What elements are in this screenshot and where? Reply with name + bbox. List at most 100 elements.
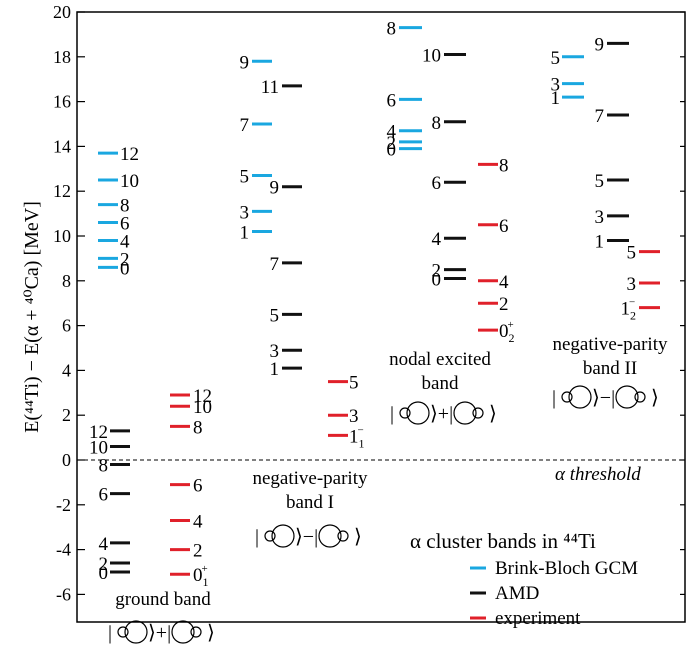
ket-bracket: | — [552, 387, 556, 409]
band-name: negative-parity — [252, 468, 368, 489]
spin-label: 10 — [89, 438, 108, 459]
band-name: negative-parity — [552, 334, 668, 355]
spin-label: 8 — [387, 19, 397, 40]
core-cluster-icon — [406, 401, 430, 425]
ket-bracket: | — [108, 622, 112, 644]
ket-bracket: ⟩ — [651, 387, 659, 409]
spin-label: 10 — [422, 46, 441, 67]
alpha-cluster-icon — [190, 626, 202, 638]
band-label: nodal excited band | ⟩+| ⟩ — [389, 349, 497, 425]
y-tick-label: 12 — [53, 181, 71, 201]
core-cluster-icon — [318, 524, 342, 548]
y-tick-label: 0 — [62, 450, 71, 470]
y-tick-label: 10 — [53, 226, 71, 246]
spin-label: 12 — [89, 422, 108, 443]
band-name: nodal excited — [389, 349, 491, 370]
spin-label: 1 — [240, 223, 250, 244]
spin-label: 3 — [551, 75, 561, 96]
y-tick-label: 20 — [53, 2, 71, 22]
spin-label: 1 — [595, 231, 605, 252]
ket-operator: ⟩−| — [592, 387, 615, 409]
spin-label: 5 — [270, 305, 280, 326]
spin-label: 6 — [387, 90, 397, 111]
spin-label: 9 — [240, 52, 250, 73]
spin-label: 10 — [120, 171, 139, 192]
alpha-cluster-icon — [472, 407, 484, 419]
spin-label: 0 — [120, 258, 130, 279]
legend: α cluster bands in ⁴⁴Ti Brink-Bloch GCM A… — [410, 529, 638, 629]
spin-label: 02+ — [499, 319, 515, 345]
spin-label: 3 — [595, 207, 605, 228]
spin-label: 3 — [270, 341, 280, 362]
ket-bracket: | — [390, 403, 394, 425]
spin-label: 5 — [349, 373, 359, 394]
level-lines: 02468101202468101201+2468101213579135791… — [89, 19, 660, 589]
spin-label: 2 — [99, 554, 109, 575]
alpha-cluster-icon — [117, 626, 129, 638]
spin-label: 4 — [432, 229, 442, 250]
core-cluster-icon — [453, 401, 477, 425]
band-label: ground band| ⟩+| ⟩ — [108, 589, 215, 644]
spin-label: 5 — [627, 243, 637, 264]
spin-label: 8 — [432, 113, 442, 134]
y-tick-label: 6 — [62, 316, 71, 336]
spin-label: 3 — [627, 274, 637, 295]
spin-label: 8 — [499, 155, 509, 176]
y-tick-label: 16 — [53, 92, 71, 112]
alpha-cluster-icon — [399, 407, 411, 419]
alpha-cluster-icon — [337, 530, 349, 542]
spin-label: 9 — [595, 34, 605, 55]
spin-label: 8 — [120, 196, 130, 217]
ket-bracket: ⟩ — [207, 622, 215, 644]
core-cluster-icon — [124, 620, 148, 644]
spin-label: 6 — [193, 476, 203, 497]
y-tick-label: -6 — [56, 584, 71, 604]
spin-label: 9 — [270, 178, 280, 199]
spin-label: 12− — [621, 297, 637, 323]
y-tick-label: 14 — [53, 136, 71, 156]
spin-label: 3 — [349, 406, 359, 427]
plot-border — [76, 11, 686, 623]
spin-label: 4 — [120, 231, 130, 252]
band-label: negative-parity band II | ⟩−| ⟩ — [552, 334, 668, 409]
ket-bracket: | — [255, 526, 259, 548]
spin-label: 6 — [499, 216, 509, 237]
spin-label: 11− — [349, 424, 365, 450]
band-name: band — [422, 373, 459, 394]
y-tick-label: 18 — [53, 47, 71, 67]
spin-label: 2 — [387, 133, 397, 154]
band-name: ground band — [115, 589, 211, 610]
ket-operator: ⟩+| — [430, 403, 453, 425]
spin-label: 1 — [551, 88, 561, 109]
spin-label: 6 — [99, 485, 109, 506]
core-cluster-icon — [615, 385, 639, 409]
spin-label: 2 — [120, 249, 130, 270]
spin-label: 0 — [99, 563, 109, 584]
spin-label: 12 — [193, 386, 212, 407]
spin-label: 8 — [193, 417, 203, 438]
spin-label: 4 — [499, 272, 509, 293]
core-cluster-icon — [271, 524, 295, 548]
spin-label: 01+ — [193, 563, 209, 589]
alpha-cluster-icon — [561, 391, 573, 403]
y-tick-label: -2 — [56, 495, 71, 515]
legend-label: Brink-Bloch GCM — [495, 558, 638, 579]
core-cluster-icon — [171, 620, 195, 644]
spin-label: 5 — [595, 171, 605, 192]
spin-label: 7 — [270, 254, 280, 275]
spin-label: 7 — [240, 115, 250, 136]
legend-label: experiment — [495, 608, 581, 629]
spin-label: 1 — [270, 359, 280, 380]
spin-label: 7 — [595, 106, 605, 127]
spin-label: 6 — [432, 173, 442, 194]
spin-label: 11 — [261, 77, 279, 98]
ket-operator: ⟩+| — [148, 622, 171, 644]
spin-label: 2 — [432, 261, 442, 282]
alpha-cluster-icon — [634, 391, 646, 403]
spin-label: 0 — [432, 270, 442, 291]
plot-frame — [76, 11, 686, 623]
spin-label: 12 — [120, 144, 139, 165]
